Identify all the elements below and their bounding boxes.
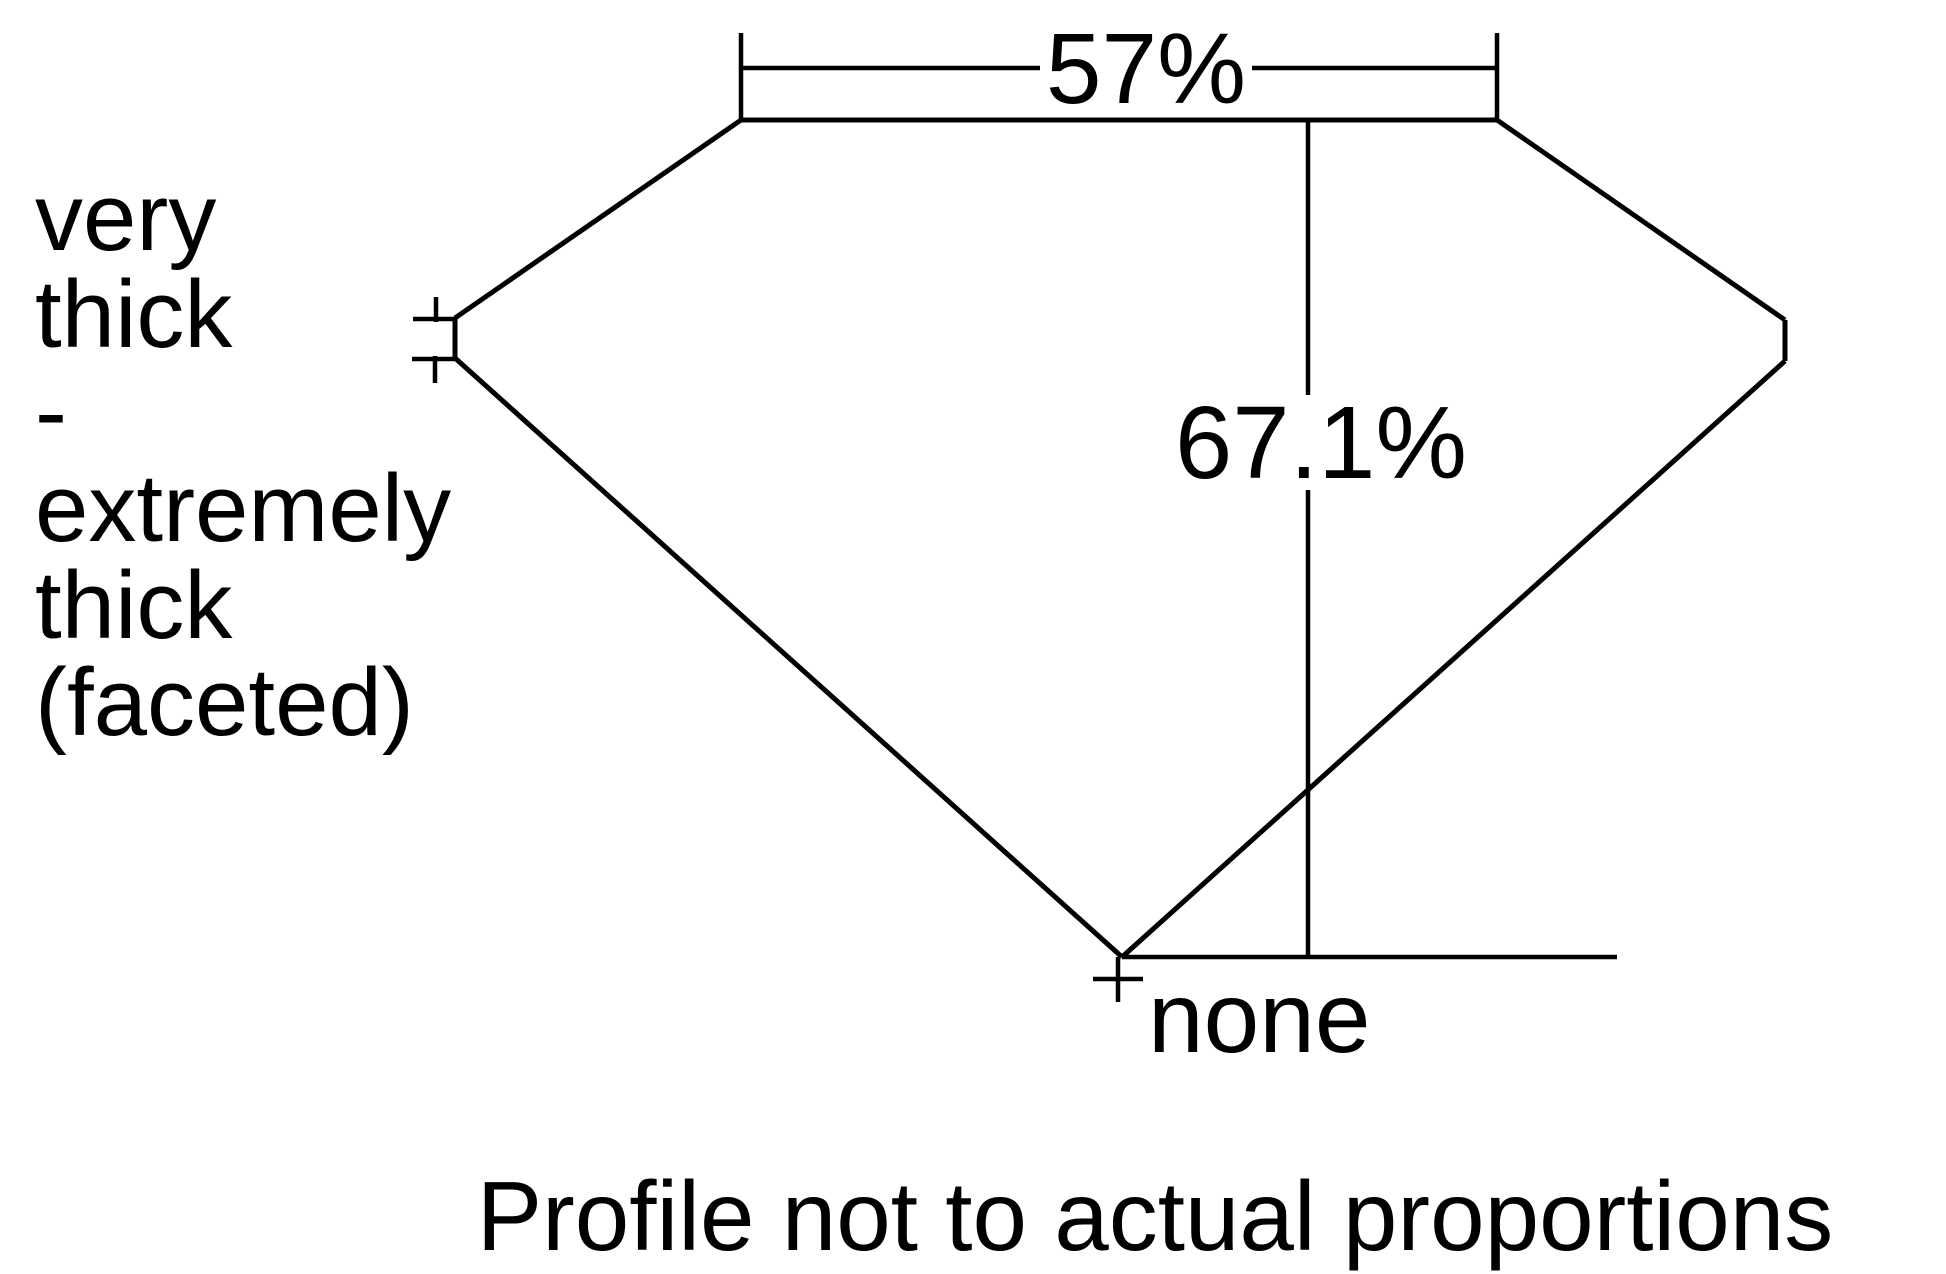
girdle-label: very thick - extremely thick (faceted): [35, 164, 451, 756]
caption: Profile not to actual proportions: [477, 1161, 1833, 1271]
girdle-label-line-3: -: [35, 358, 67, 465]
depth-percentage-label: 67.1%: [1175, 385, 1467, 500]
table-percentage-label: 57%: [1046, 13, 1246, 125]
pavilion-right-line: [1120, 359, 1787, 959]
culet-label: none: [1148, 962, 1370, 1074]
girdle-label-line-1: very: [35, 164, 216, 271]
diamond-outline: [452, 117, 1788, 959]
girdle-label-line-2: thick: [35, 261, 233, 368]
girdle-label-line-6: (faceted): [35, 649, 414, 756]
pavilion-left-line: [453, 356, 1124, 959]
culet-markers: none: [1093, 954, 1617, 1074]
girdle-thickness-marks: [412, 297, 455, 383]
crown-facet-right-line: [1495, 117, 1787, 323]
table-width-dimension: 57%: [738, 13, 1500, 125]
girdle-label-line-5: thick: [35, 552, 233, 659]
crown-facet-left-line: [453, 117, 743, 321]
girdle-label-line-4: extremely: [35, 455, 451, 562]
depth-dimension: 67.1%: [1175, 120, 1467, 957]
